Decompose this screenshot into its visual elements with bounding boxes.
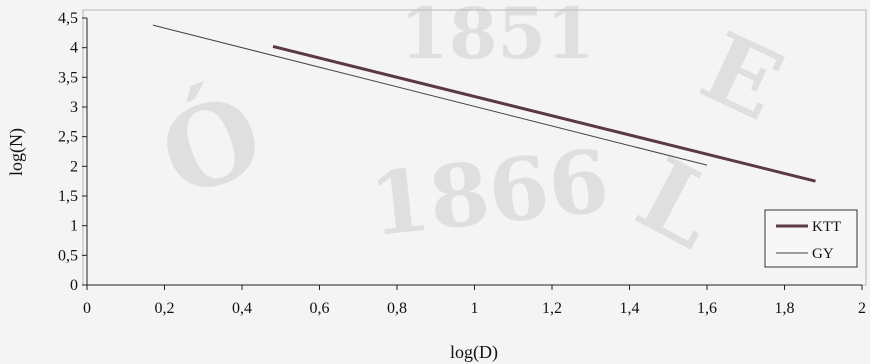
x-tick-label: 1,2 [542,300,562,317]
watermark-letter-1: Ó [144,69,278,223]
y-tick-label: 4,5 [58,10,78,27]
y-tick-label: 0,5 [58,247,78,264]
y-tick-label: 1,5 [58,188,78,205]
y-tick-label: 4 [70,40,78,57]
y-tick-label: 3 [70,99,78,116]
x-tick-label: 1 [471,300,479,317]
legend: KTT GY [764,209,858,268]
watermark-stamp: 1851 1866 Ó E L [144,0,798,272]
x-tick-label: 0,2 [155,300,175,317]
x-tick-label: 0,6 [310,300,330,317]
series-line-ktt [272,45,816,183]
watermark-year-bottom: 1866 [365,131,614,256]
x-tick-label: 0 [83,300,91,317]
y-tick-label: 3,5 [58,69,78,86]
x-axis-title: log(D) [450,342,498,363]
y-tick-label: 2 [70,158,78,175]
legend-label-ktt: KTT [812,219,841,235]
watermark-letter-3: L [619,135,736,272]
x-tick-label: 1,4 [620,300,640,317]
series-line-gy [152,24,708,166]
legend-label-gy: GY [812,246,834,262]
x-tick-label: 2 [858,300,866,317]
y-axis-ticks: 0 0,5 1 1,5 2 2,5 3 3,5 4 4,5 [58,10,87,294]
x-tick-label: 1,6 [697,300,717,317]
x-axis-ticks: 0 0,2 0,4 0,6 0,8 1 1,2 1,4 1,6 1,8 2 [83,285,866,317]
y-axis-title: log(N) [6,128,27,176]
legend-box [764,209,858,268]
x-tick-label: 0,8 [387,300,407,317]
y-tick-label: 0 [70,277,78,294]
x-tick-label: 1,8 [775,300,795,317]
y-tick-label: 1 [70,218,78,235]
series-lines [152,24,816,183]
watermark-letter-2: E [686,11,799,142]
watermark-year-top: 1851 [400,0,595,75]
x-tick-label: 0,4 [232,300,252,317]
y-tick-label: 2,5 [58,129,78,146]
